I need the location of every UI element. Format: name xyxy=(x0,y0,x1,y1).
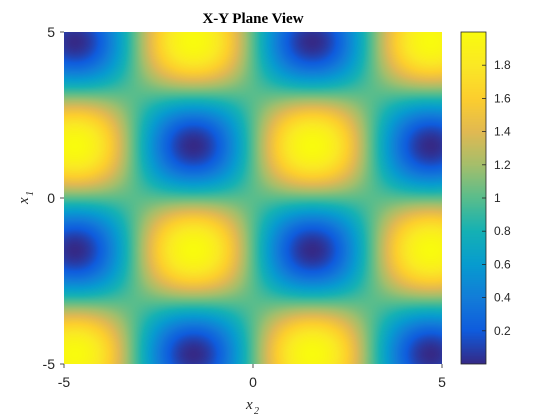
heatmap-surface xyxy=(64,32,442,364)
x-axis-ticks: -5 0 5 xyxy=(58,364,446,390)
colorbar-tick-label: 0.2 xyxy=(494,324,511,338)
colorbar-tick-label: 1.8 xyxy=(494,58,511,72)
colorbar-tick-label: 1.2 xyxy=(494,158,511,172)
colorbar: 0.2 0.4 0.6 0.8 1 1.2 1.4 1.6 1.8 xyxy=(460,31,511,365)
colorbar-tick-label: 1.4 xyxy=(494,125,511,139)
y-axis-ticks: -5 0 5 xyxy=(43,24,64,372)
x-tick-label: 0 xyxy=(249,374,257,390)
colorbar-ticks: 0.2 0.4 0.6 0.8 1 1.2 1.4 1.6 1.8 xyxy=(482,58,511,338)
x-tick-label: -5 xyxy=(58,374,71,390)
plot-area xyxy=(64,32,442,364)
x-axis-label: x 2 xyxy=(245,397,259,417)
colorbar-tick-label: 0.8 xyxy=(494,224,511,238)
x-tick-label: 5 xyxy=(438,374,446,390)
colorbar-tick-label: 1.6 xyxy=(494,91,511,105)
colorbar-gradient-container xyxy=(461,32,486,364)
colorbar-tick-label: 1 xyxy=(494,191,501,205)
y-axis-label-base: x xyxy=(16,197,32,205)
y-tick-label: 5 xyxy=(47,24,55,40)
x-axis-label-subscript: 2 xyxy=(254,406,259,417)
colorbar-gradient xyxy=(461,32,486,364)
x-axis-label-base: x xyxy=(245,397,253,413)
y-tick-label: -5 xyxy=(43,356,56,372)
chart-title: X-Y Plane View xyxy=(202,11,303,27)
colorbar-tick-label: 0.6 xyxy=(494,257,511,271)
y-tick-label: 0 xyxy=(47,190,55,206)
heatmap-surface-container xyxy=(64,32,442,364)
y-axis-label: x 1 xyxy=(16,191,36,205)
y-axis-label-subscript: 1 xyxy=(25,191,36,196)
colorbar-tick-label: 0.4 xyxy=(494,291,511,305)
